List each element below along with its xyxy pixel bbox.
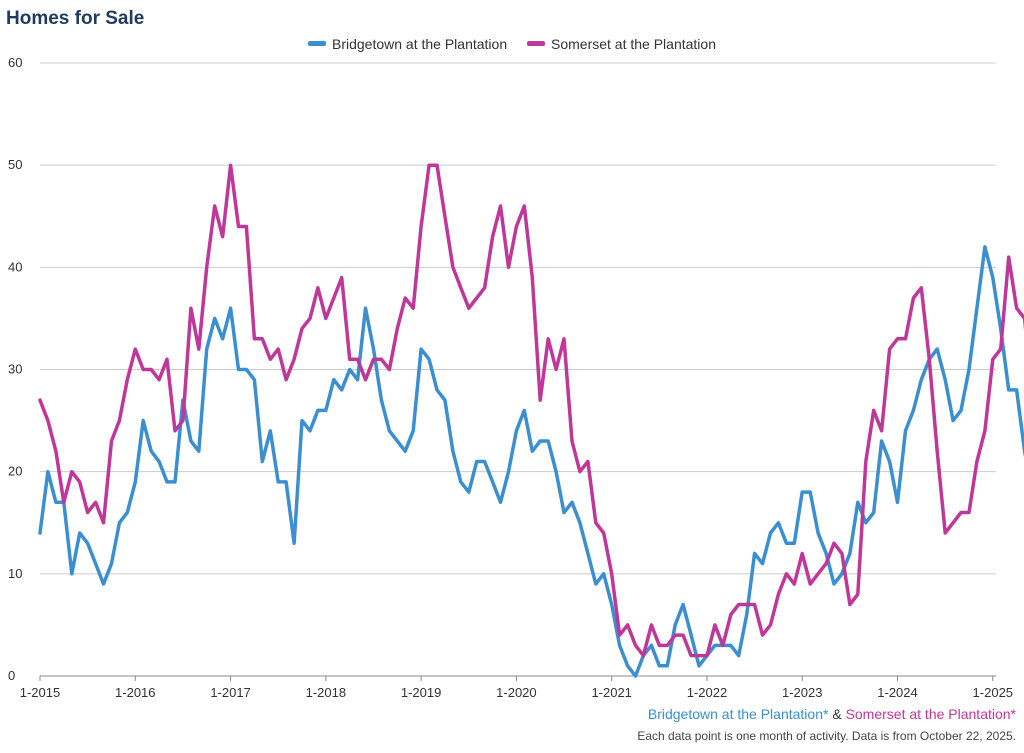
legend: Bridgetown at the Plantation Somerset at… — [0, 36, 1024, 52]
x-tick-label: 1-2022 — [687, 685, 727, 700]
x-axis-ticks: 1-2015 1-2016 1-2017 1-2018 1-2019 1-2020 1-20… — [20, 676, 1013, 700]
x-tick-label: 1-2024 — [877, 685, 917, 700]
y-tick-label: 0 — [8, 668, 15, 683]
legend-label-somerset: Somerset at the Plantation — [551, 36, 716, 52]
footer-series-legend: Bridgetown at the Plantation* & Somerset… — [648, 706, 1016, 722]
legend-swatch-bridgetown — [307, 40, 326, 46]
legend-item-somerset[interactable]: Somerset at the Plantation — [527, 36, 716, 52]
x-tick-label: 1-2023 — [782, 685, 822, 700]
x-tick-label: 1-2021 — [591, 685, 631, 700]
footer-series-bridgetown: Bridgetown at the Plantation* — [647, 706, 829, 722]
y-tick-label: 10 — [8, 566, 22, 581]
x-tick-label: 1-2025 — [973, 685, 1013, 700]
y-tick-label: 20 — [8, 464, 22, 479]
x-tick-label: 1-2019 — [401, 685, 441, 700]
x-tick-label: 1-2017 — [210, 685, 250, 700]
series-lines — [38, 163, 1024, 678]
legend-label-bridgetown: Bridgetown at the Plantation — [331, 36, 508, 52]
x-tick-label: 1-2020 — [496, 685, 536, 700]
footer-series-somerset: Somerset at the Plantation* — [845, 706, 1016, 722]
legend-item-bridgetown[interactable]: Bridgetown at the Plantation — [307, 36, 508, 52]
gridlines — [40, 62, 996, 677]
y-tick-label: 50 — [8, 157, 22, 172]
chart-title: Homes for Sale — [6, 8, 145, 29]
y-tick-label: 60 — [8, 55, 22, 70]
y-axis-ticks: 0 10 20 30 40 50 60 — [8, 55, 22, 683]
x-tick-label: 1-2015 — [20, 685, 60, 700]
footer-note: Each data point is one month of activity… — [637, 729, 1016, 743]
y-tick-label: 40 — [8, 259, 22, 274]
y-tick-label: 30 — [8, 362, 22, 377]
footer-joiner: & — [832, 706, 842, 722]
x-tick-label: 1-2018 — [306, 685, 346, 700]
series-line-somerset[interactable] — [38, 163, 1024, 658]
x-tick-label: 1-2016 — [115, 685, 155, 700]
legend-swatch-somerset — [527, 40, 545, 46]
series-line-bridgetown[interactable] — [38, 245, 1024, 678]
